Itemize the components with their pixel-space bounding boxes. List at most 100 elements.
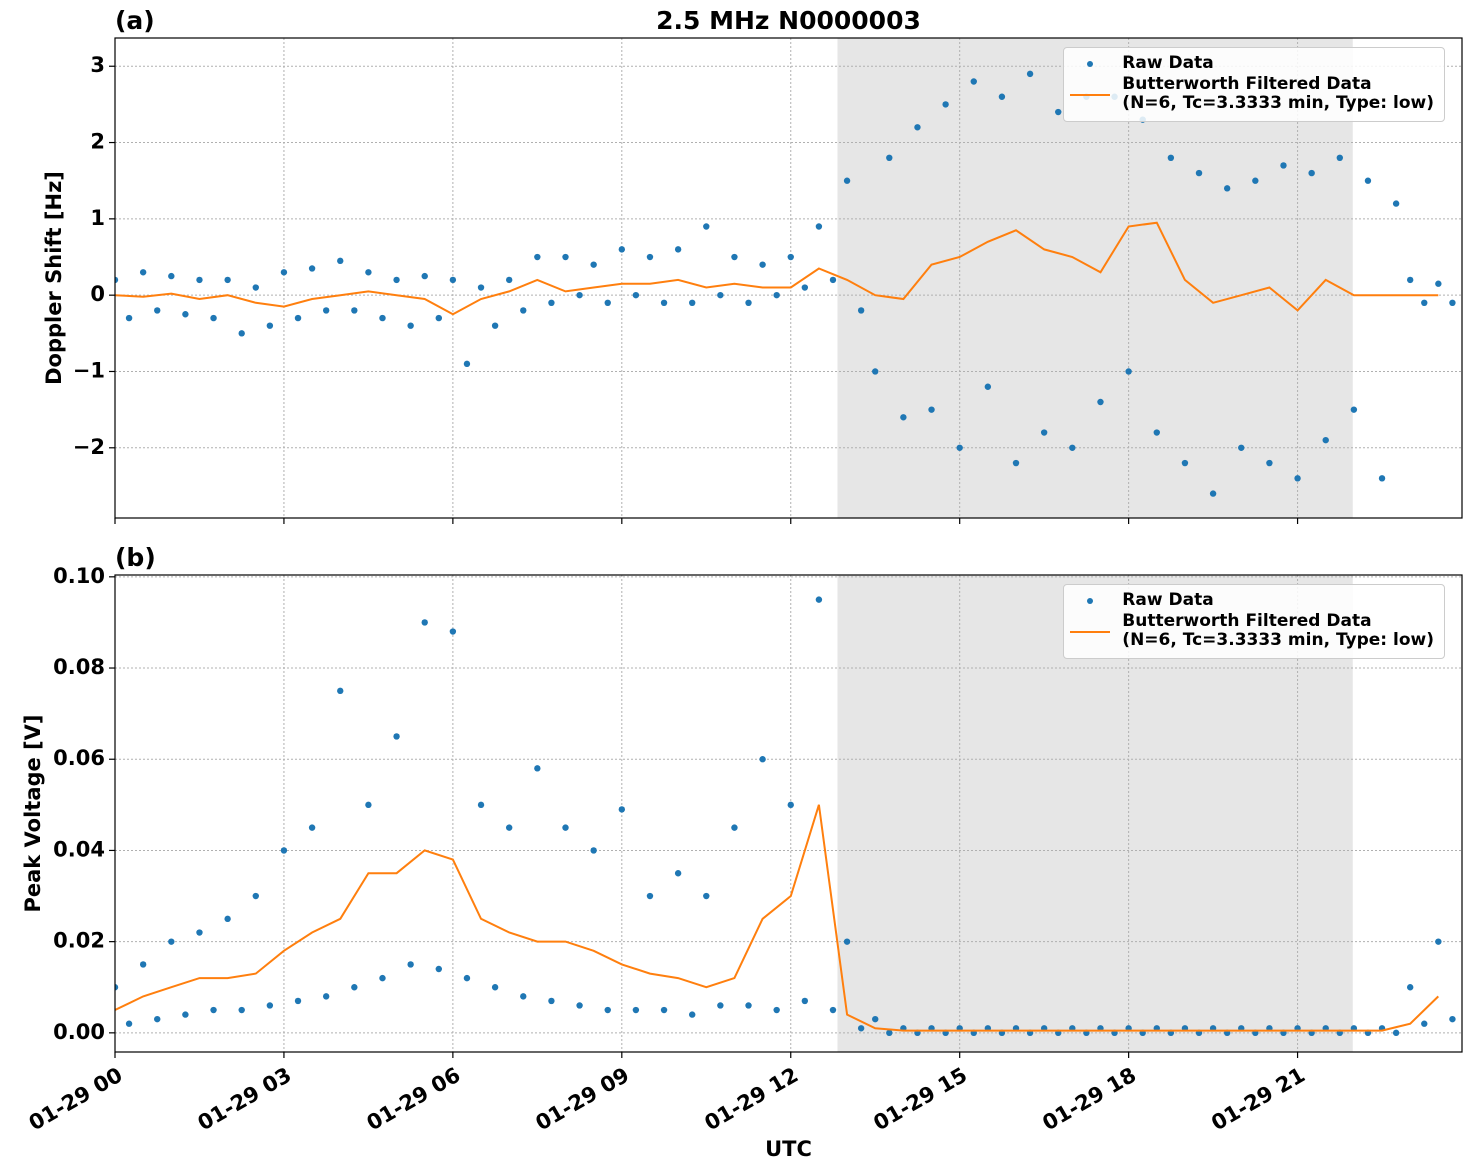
raw-point: [421, 619, 428, 626]
raw-point: [238, 1006, 245, 1014]
raw-point: [717, 291, 724, 299]
raw-point: [604, 1006, 611, 1014]
raw-point: [674, 870, 682, 877]
raw-point: [1238, 444, 1245, 451]
raw-point: [252, 892, 259, 900]
panel-label: (b): [115, 543, 156, 572]
x-axis-label: UTC: [765, 1137, 812, 1161]
raw-point: [759, 756, 766, 763]
raw-point: [1223, 185, 1231, 192]
raw-point: [745, 1002, 752, 1009]
y-tick-label: 0.00: [53, 1020, 105, 1044]
raw-point: [1167, 154, 1175, 162]
raw-point: [787, 801, 794, 809]
raw-point: [801, 997, 809, 1005]
axes-frame: [114, 37, 1463, 519]
legend-entry: Raw Data: [1070, 54, 1434, 73]
raw-point: [1449, 299, 1456, 307]
raw-point: [280, 847, 288, 854]
raw-point: [115, 276, 119, 284]
raw-point: [449, 276, 457, 284]
legend-label: Raw Data: [1122, 590, 1214, 610]
y-tick-label: 0.02: [53, 929, 105, 953]
raw-point: [308, 824, 316, 831]
raw-point: [717, 1002, 724, 1009]
raw-point: [646, 892, 654, 900]
raw-point: [337, 687, 344, 695]
filtered-line: [115, 804, 1439, 1032]
raw-point: [857, 307, 865, 314]
y-tick-label: −2: [73, 435, 105, 459]
x-tick-label: 01-29 21: [1207, 1063, 1309, 1136]
raw-point: [548, 299, 555, 307]
y-axis-label: Doppler Shift [Hz]: [42, 171, 66, 385]
raw-point: [632, 291, 640, 299]
raw-point: [266, 1002, 274, 1009]
legend-label: Raw Data: [1122, 53, 1214, 73]
raw-point: [266, 322, 274, 329]
raw-point: [477, 801, 485, 809]
raw-point: [914, 124, 921, 131]
raw-point: [1421, 1020, 1428, 1027]
legend-label: Butterworth Filtered Data (N=6, Tc=3.333…: [1122, 611, 1434, 650]
raw-point: [1392, 1029, 1400, 1037]
raw-point: [1040, 429, 1048, 436]
raw-point: [196, 929, 203, 936]
raw-point: [463, 974, 471, 982]
raw-point: [351, 984, 358, 991]
raw-point: [815, 596, 823, 603]
raw-point: [1195, 169, 1203, 177]
raw-point: [660, 1006, 668, 1014]
raw-point: [942, 101, 949, 108]
raw-point: [548, 997, 555, 1005]
raw-point: [843, 938, 851, 945]
raw-point: [872, 1015, 879, 1023]
raw-point: [857, 1025, 865, 1032]
raw-point: [801, 284, 809, 291]
raw-point: [435, 965, 442, 973]
raw-point: [928, 406, 935, 413]
raw-point: [308, 265, 316, 272]
raw-point: [1392, 200, 1400, 207]
plot-area: [115, 70, 1456, 497]
raw-point: [1026, 70, 1034, 78]
chart-title: 2.5 MHz N0000003: [656, 6, 921, 35]
raw-point: [1055, 108, 1062, 116]
raw-point: [379, 314, 386, 322]
raw-point: [182, 311, 189, 318]
raw-point: [337, 257, 344, 265]
raw-point: [407, 322, 414, 329]
x-tick-label: 01-29 15: [869, 1063, 971, 1136]
raw-point: [1421, 299, 1428, 307]
raw-point: [886, 1029, 893, 1037]
y-tick-label: 1: [90, 206, 105, 230]
raw-point: [1449, 1015, 1456, 1023]
legend-label: Butterworth Filtered Data (N=6, Tc=3.333…: [1122, 74, 1434, 113]
filtered-line: [115, 221, 1439, 316]
x-tick-label: 01-29 18: [1038, 1063, 1140, 1136]
raw-point: [505, 276, 513, 284]
raw-point: [491, 984, 499, 991]
raw-point: [900, 414, 907, 421]
x-tick-label: 01-29 09: [532, 1063, 634, 1136]
raw-point: [1181, 459, 1189, 467]
y-tick-label: 0.04: [53, 837, 105, 861]
raw-point: [562, 253, 569, 261]
raw-point: [1308, 169, 1315, 177]
raw-point: [365, 801, 372, 809]
panel-label: (a): [115, 6, 155, 35]
x-tick-label: 01-29 06: [363, 1063, 465, 1136]
raw-point: [576, 291, 583, 299]
raw-point: [115, 984, 119, 991]
raw-point: [689, 1011, 696, 1018]
legend-key: [1070, 591, 1110, 610]
raw-point: [590, 847, 597, 854]
raw-point: [520, 307, 527, 314]
raw-point: [168, 272, 175, 280]
raw-point: [759, 261, 766, 268]
raw-point: [1012, 459, 1020, 467]
raw-point: [970, 78, 977, 85]
y-tick-label: 0.10: [53, 564, 105, 588]
raw-point: [1153, 429, 1160, 436]
